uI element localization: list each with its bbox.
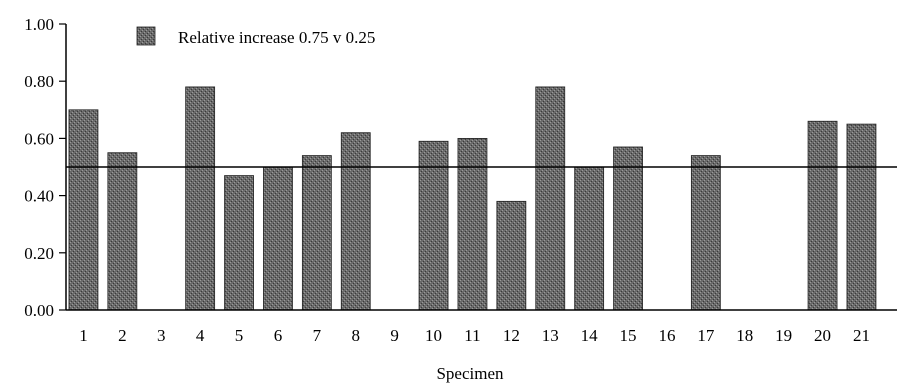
x-tick-label: 11 [464,326,480,345]
x-tick-label: 12 [503,326,520,345]
y-tick-label: 0.60 [24,129,54,148]
x-tick-label: 9 [390,326,399,345]
bar-specimen-4 [185,86,216,311]
x-tick-label: 16 [658,326,675,345]
legend-swatch [136,26,156,46]
bar-specimen-20 [807,120,838,311]
x-tick-label: 15 [620,326,637,345]
x-tick-label: 4 [196,326,205,345]
x-tick-label: 19 [775,326,792,345]
y-tick-label: 0.40 [24,187,54,206]
x-tick-label: 14 [581,326,599,345]
bar-specimen-15 [613,146,643,311]
legend-label: Relative increase 0.75 v 0.25 [178,28,375,47]
x-tick-label: 20 [814,326,831,345]
bar-specimen-14 [574,166,605,311]
bar-specimen-12 [496,200,527,311]
x-tick-label: 21 [853,326,870,345]
x-tick-label: 5 [235,326,244,345]
y-tick-label: 0.20 [24,244,54,263]
y-axis-ticks: 0.00 0.20 0.40 0.60 0.80 1.00 [24,15,66,320]
bar-specimen-11 [457,137,488,311]
bar-specimen-17 [690,155,721,311]
bar-specimen-2 [107,152,138,311]
x-tick-label: 2 [118,326,127,345]
x-tick-label: 13 [542,326,559,345]
x-axis-ticks: 1 2 3 4 5 6 7 8 9 10 11 12 13 14 15 16 17 18 19 20 21 [79,326,870,345]
bar-specimen-10 [418,140,449,311]
x-tick-label: 18 [736,326,753,345]
bars-group [68,86,877,311]
x-tick-label: 6 [274,326,283,345]
x-axis-title: Specimen [436,364,504,383]
y-tick-label: 1.00 [24,15,54,34]
y-tick-label: 0.00 [24,301,54,320]
x-tick-label: 1 [79,326,88,345]
bar-specimen-7 [301,155,332,311]
x-tick-label: 10 [425,326,442,345]
x-tick-label: 7 [313,326,322,345]
x-tick-label: 3 [157,326,166,345]
legend: Relative increase 0.75 v 0.25 [136,26,375,47]
x-tick-label: 17 [697,326,715,345]
bar-specimen-8 [340,132,371,311]
x-tick-label: 8 [352,326,361,345]
bar-specimen-13 [535,86,566,311]
y-tick-label: 0.80 [24,72,54,91]
bar-specimen-21 [846,123,877,311]
bar-specimen-6 [263,166,293,311]
bar-specimen-1 [68,109,99,311]
bar-specimen-5 [224,175,254,311]
